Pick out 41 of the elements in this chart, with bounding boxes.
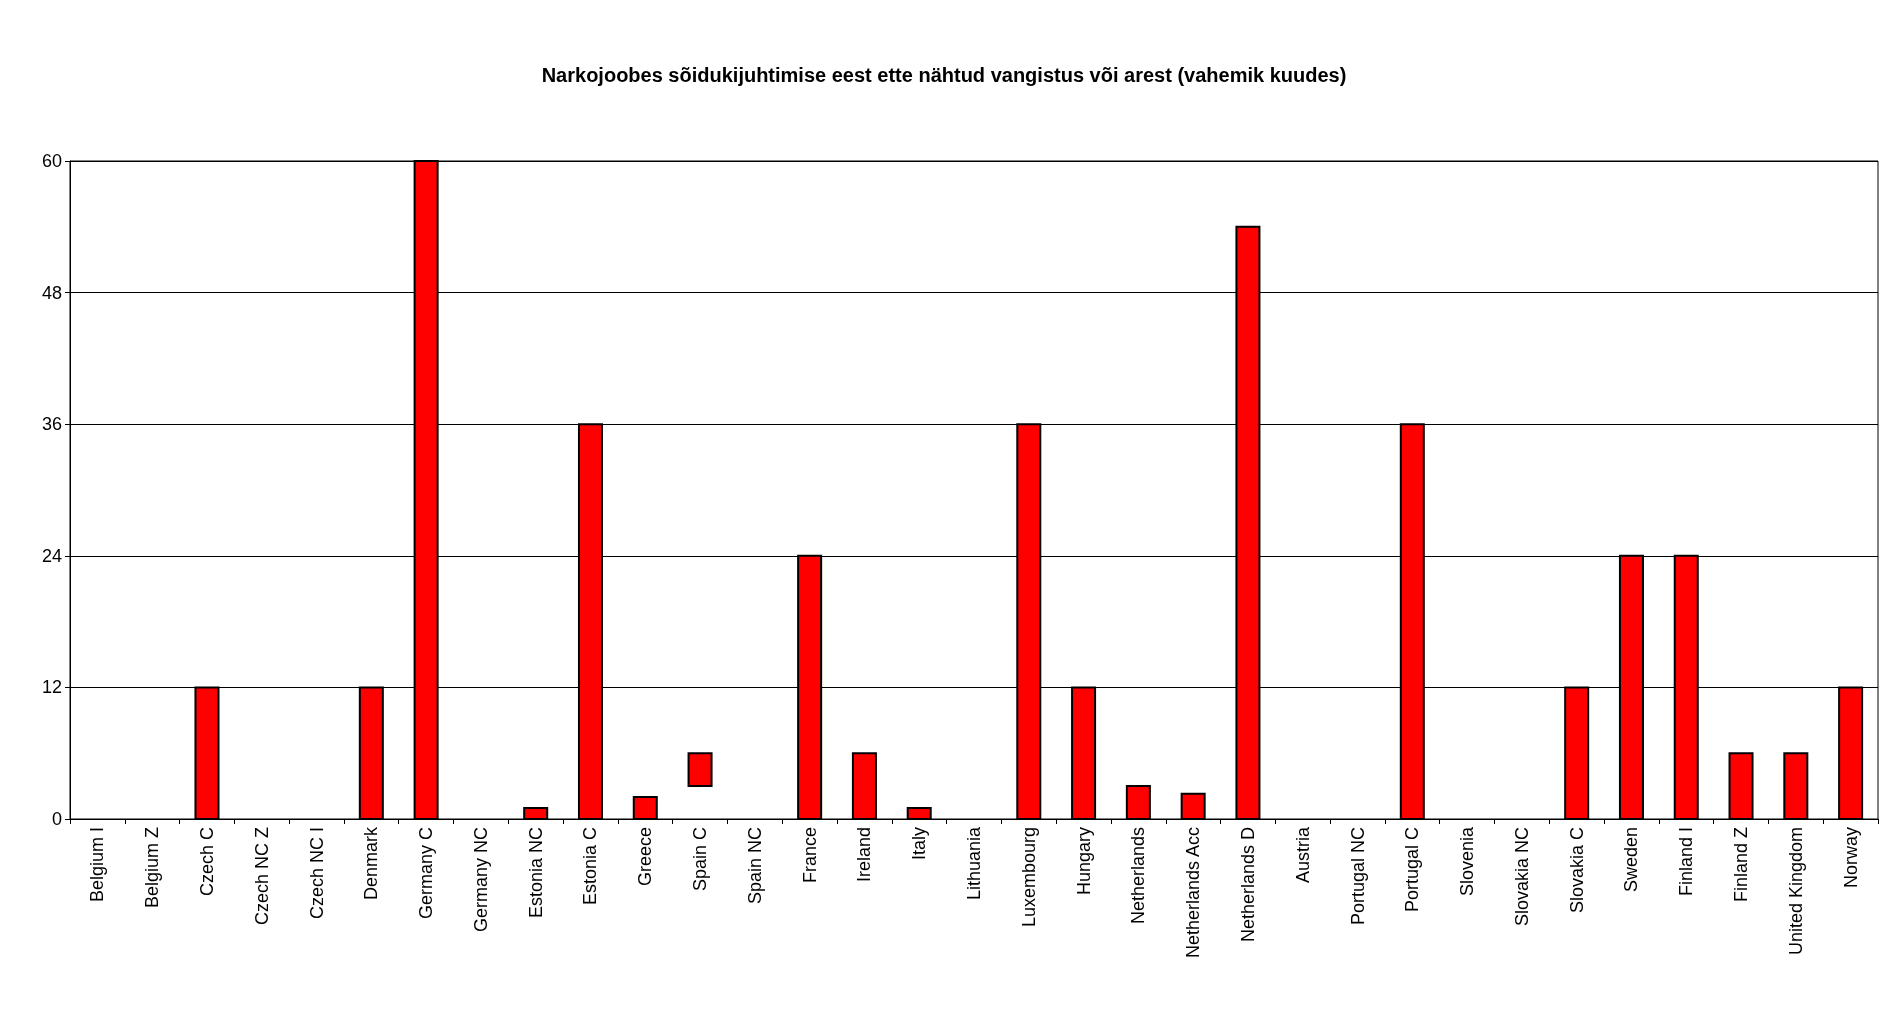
x-tick-label: Czech NC I [306,827,327,920]
x-tick-label: Belgium Z [142,827,163,909]
x-tick-label: Spain C [690,827,711,892]
chart-title: Narkojoobes sõidukijuhtimise eest ette nähtud vangistus või arest (vahemik kuudes) [541,64,1347,86]
x-tick-label: Slovakia C [1566,827,1587,914]
x-tick-label: Estonia NC [525,827,546,919]
bar [687,752,713,788]
x-tick-label: Finland Z [1731,827,1752,903]
x-tick-label: Lithuania [964,826,984,901]
x-tick-label: United Kingdom [1785,827,1806,956]
x-tick-label: Portugal NC [1347,827,1368,926]
x-tick-label: Austria [1292,826,1313,884]
x-tick-label: Germany NC [470,827,491,933]
y-tick-label: 0 [51,809,62,829]
x-tick-label: Germany C [416,827,437,920]
x-tick-label: France [799,827,820,884]
y-tick-label: 48 [41,282,62,303]
x-tick-label: Hungary [1073,827,1094,896]
x-tick-label: Luxembourg [1018,827,1039,928]
x-tick-label: Netherlands Acc [1183,827,1204,959]
x-tick-label: Estonia C [580,827,601,906]
x-tick-label: Portugal C [1402,827,1423,913]
y-tick-label: 24 [41,545,62,566]
x-tick-label: Netherlands [1128,827,1149,925]
x-tick-label: Greece [635,827,656,887]
x-tick-label: Norway [1840,827,1861,889]
x-tick-label: Spain NC [744,827,765,905]
y-tick-label: 60 [41,151,62,171]
x-tick-label: Slovenia [1457,826,1478,897]
y-tick-label: 12 [41,677,62,698]
x-tick-label: Slovakia NC [1511,827,1532,927]
x-tick-label: Italy [909,827,930,861]
y-tick-label: 36 [41,414,62,435]
x-tick-label: Czech C [196,827,217,897]
x-tick-label: Belgium I [87,827,108,903]
x-tick-label: Denmark [361,826,382,901]
x-tick-label: Sweden [1621,827,1642,893]
x-tick-label: Netherlands D [1237,827,1258,943]
x-tick-label: Ireland [854,827,875,883]
x-tick-label: Finland I [1676,827,1697,897]
x-tick-label: Czech NC Z [251,827,272,926]
